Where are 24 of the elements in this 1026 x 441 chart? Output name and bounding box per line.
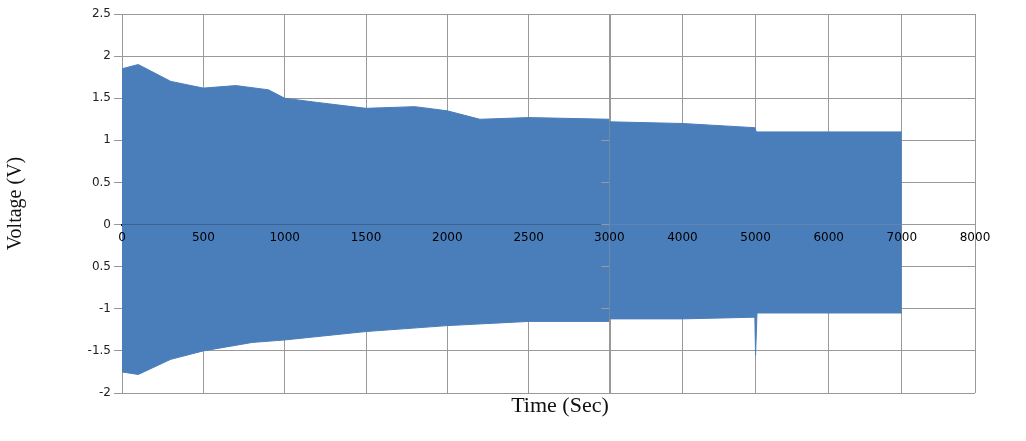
y-tick-label: 2.5 (91, 6, 111, 21)
y-tick-label: 1 (103, 132, 111, 147)
y-tick-label: -1.5 (87, 343, 111, 358)
x-tick-label: 1000 (269, 229, 300, 244)
x-tick-label: 1500 (350, 229, 382, 244)
y-tick-label: -2 (99, 385, 111, 400)
y-axis-title: Voltage (V) (3, 156, 27, 251)
x-tick-label: 7000 (886, 229, 918, 244)
y-tick-label: 1.5 (91, 90, 111, 105)
x-tick-label: 2500 (513, 229, 544, 244)
y-tick-label: 0 (103, 216, 111, 231)
x-tick-label: 6000 (813, 229, 844, 244)
y-tick-label: 2 (103, 48, 111, 63)
y-tick-label: 0.5 (91, 258, 111, 273)
y-tick-label: -1 (99, 300, 111, 315)
x-tick-label: 0 (118, 229, 126, 244)
x-tick-label: 500 (191, 229, 215, 244)
x-tick-label: 2000 (432, 229, 463, 244)
x-tick-label: 8000 (959, 229, 991, 244)
y-tick-label: 0.5 (91, 174, 111, 189)
x-tick-label: 4000 (667, 229, 698, 244)
x-axis-title: Time (Sec) (510, 392, 610, 418)
x-tick-label: 3000 (594, 229, 625, 244)
x-tick-label: 5000 (740, 229, 771, 244)
